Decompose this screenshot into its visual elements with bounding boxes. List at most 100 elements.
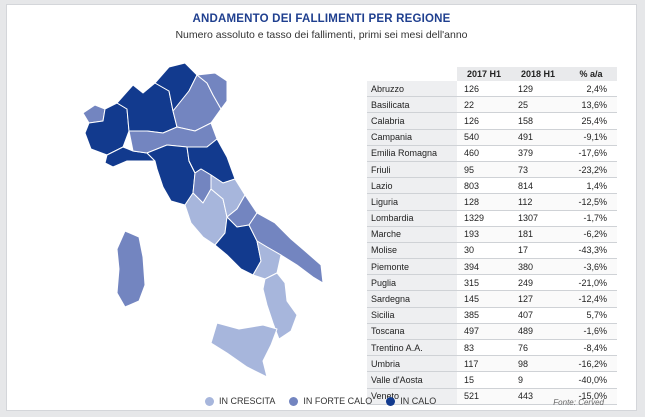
value-pct: -12,4% — [565, 290, 617, 308]
value-2017: 15 — [457, 371, 511, 389]
value-2018: 73 — [511, 161, 565, 179]
chart-title: ANDAMENTO DEI FALLIMENTI PER REGIONE — [192, 13, 451, 25]
region-name: Sicilia — [367, 307, 457, 324]
table-row: Lombardia 1329 1307 -1,7% — [367, 210, 617, 227]
value-2018: 17 — [511, 242, 565, 260]
value-2018: 491 — [511, 129, 565, 146]
value-2017: 145 — [457, 290, 511, 308]
table-row: Abruzzo 126 129 2,4% — [367, 81, 617, 98]
legend-label: IN FORTE CALO — [303, 396, 373, 406]
value-2018: 9 — [511, 371, 565, 389]
map-region-sardegna — [116, 230, 146, 308]
table-row: Calabria 126 158 25,4% — [367, 112, 617, 130]
value-pct: -17,6% — [565, 145, 617, 162]
value-pct: 25,4% — [565, 112, 617, 130]
region-name: Campania — [367, 129, 457, 146]
value-2017: 394 — [457, 258, 511, 276]
region-name: Sardegna — [367, 290, 457, 308]
value-2018: 158 — [511, 112, 565, 130]
value-2018: 249 — [511, 274, 565, 292]
value-2017: 803 — [457, 177, 511, 195]
value-2017: 128 — [457, 193, 511, 211]
value-2018: 443 — [511, 388, 565, 405]
value-pct: -21,0% — [565, 274, 617, 292]
value-pct: 13,6% — [565, 96, 617, 114]
value-pct: -6,2% — [565, 226, 617, 243]
column-header-pct: % a/a — [565, 67, 617, 81]
map-region-liguria — [104, 146, 156, 168]
value-pct: -15,0% — [565, 388, 617, 405]
table-row: Lazio 803 814 1,4% — [367, 177, 617, 195]
value-pct: -3,6% — [565, 258, 617, 276]
table-row: Basilicata 22 25 13,6% — [367, 96, 617, 114]
value-pct: 5,7% — [565, 307, 617, 324]
table-row: Valle d'Aosta 15 9 -40,0% — [367, 371, 617, 389]
table-row: Molise 30 17 -43,3% — [367, 242, 617, 260]
column-header-2017: 2017 H1 — [457, 67, 511, 81]
region-name: Basilicata — [367, 96, 457, 114]
value-2018: 112 — [511, 193, 565, 211]
value-2017: 30 — [457, 242, 511, 260]
region-name: Toscana — [367, 323, 457, 341]
legend-dot-icon — [205, 396, 214, 406]
value-2017: 193 — [457, 226, 511, 243]
region-name: Marche — [367, 226, 457, 243]
value-2018: 407 — [511, 307, 565, 324]
table-row: Toscana 497 489 -1,6% — [367, 323, 617, 341]
region-name: Trentino A.A. — [367, 339, 457, 357]
value-2017: 540 — [457, 129, 511, 146]
table-row: Puglia 315 249 -21,0% — [367, 274, 617, 292]
value-pct: -12,5% — [565, 193, 617, 211]
table-row: Umbria 117 98 -16,2% — [367, 355, 617, 373]
table-row: Marche 193 181 -6,2% — [367, 226, 617, 243]
value-pct: 2,4% — [565, 81, 617, 98]
value-2018: 380 — [511, 258, 565, 276]
region-name: Abruzzo — [367, 81, 457, 98]
chart-subtitle: Numero assoluto e tasso dei fallimenti, … — [175, 29, 468, 41]
legend-label: IN CALO — [400, 396, 437, 406]
value-2018: 489 — [511, 323, 565, 341]
value-pct: -40,0% — [565, 371, 617, 389]
italy-map-svg — [82, 62, 324, 378]
value-pct: -23,2% — [565, 161, 617, 179]
region-name: Molise — [367, 242, 457, 260]
value-pct: -16,2% — [565, 355, 617, 373]
table-row: Campania 540 491 -9,1% — [367, 129, 617, 146]
map-region-sicilia — [210, 322, 278, 378]
value-2017: 95 — [457, 161, 511, 179]
table-row: Liguria 128 112 -12,5% — [367, 193, 617, 211]
legend-item-in-crescita: IN CRESCITA — [205, 396, 275, 406]
value-pct: -9,1% — [565, 129, 617, 146]
region-name: Emilia Romagna — [367, 145, 457, 162]
value-2017: 117 — [457, 355, 511, 373]
table-row: Emilia Romagna 460 379 -17,6% — [367, 145, 617, 162]
value-2018: 181 — [511, 226, 565, 243]
legend-dot-icon — [289, 396, 299, 406]
value-2017: 22 — [457, 96, 511, 114]
value-2017: 460 — [457, 145, 511, 162]
value-2018: 127 — [511, 290, 565, 308]
region-name: Friuli — [367, 161, 457, 179]
value-2017: 126 — [457, 81, 511, 98]
value-2018: 1307 — [511, 210, 565, 227]
table-row: Piemonte 394 380 -3,6% — [367, 258, 617, 276]
value-pct: -1,7% — [565, 210, 617, 227]
value-2018: 25 — [511, 96, 565, 114]
region-name: Valle d'Aosta — [367, 371, 457, 389]
region-name: Piemonte — [367, 258, 457, 276]
value-2017: 126 — [457, 112, 511, 130]
region-name: Liguria — [367, 193, 457, 211]
value-2017: 521 — [457, 388, 511, 405]
table-row: Sicilia 385 407 5,7% — [367, 307, 617, 324]
regions-table: 2017 H1 2018 H1 % a/a Abruzzo 126 129 2,4% … — [367, 67, 617, 405]
region-name: Puglia — [367, 274, 457, 292]
table-row: Sardegna 145 127 -12,4% — [367, 290, 617, 308]
value-pct: -8,4% — [565, 339, 617, 357]
value-2018: 379 — [511, 145, 565, 162]
value-2017: 83 — [457, 339, 511, 357]
region-name: Calabria — [367, 112, 457, 130]
column-header-region — [367, 67, 457, 81]
table-header-row: 2017 H1 2018 H1 % a/a — [367, 67, 617, 81]
legend: IN CRESCITA IN FORTE CALO IN CALO — [205, 396, 450, 406]
value-pct: -1,6% — [565, 323, 617, 341]
